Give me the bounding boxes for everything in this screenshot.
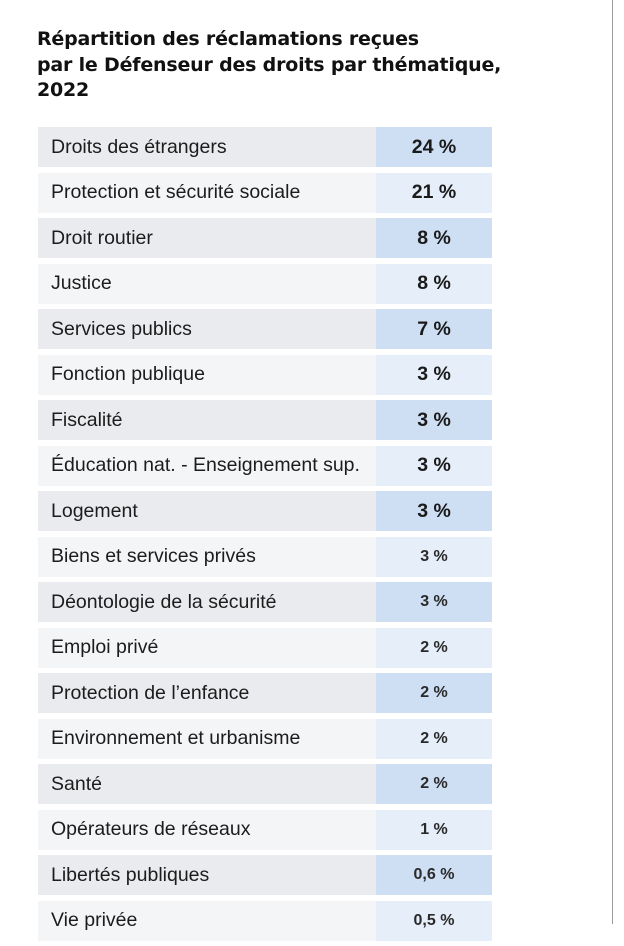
row-value: 3 % bbox=[376, 354, 492, 395]
row-value: 1 % bbox=[376, 809, 492, 850]
row-label: Déontologie de la sécurité bbox=[38, 582, 376, 622]
table-row: Protection de l’enfance 2 % bbox=[38, 673, 492, 713]
table-row: Vie privée 0,5 % bbox=[38, 900, 492, 941]
row-value: 7 % bbox=[376, 309, 492, 349]
row-label: Services publics bbox=[38, 309, 376, 349]
row-value: 3 % bbox=[376, 582, 492, 622]
table-row: Fonction publique 3 % bbox=[38, 354, 492, 395]
row-label: Environnement et urbanisme bbox=[38, 718, 376, 759]
row-value: 2 % bbox=[376, 764, 492, 804]
row-label: Opérateurs de réseaux bbox=[38, 809, 376, 850]
table-row: Logement 3 % bbox=[38, 491, 492, 531]
table-row: Santé 2 % bbox=[38, 764, 492, 804]
table-row: Droits des étrangers 24 % bbox=[38, 127, 492, 167]
row-value: 24 % bbox=[376, 127, 492, 167]
row-value: 3 % bbox=[376, 400, 492, 440]
table-title: Répartition des réclamations reçues par … bbox=[37, 27, 557, 104]
row-label: Santé bbox=[38, 764, 376, 804]
table-row: Biens et services privés 3 % bbox=[38, 536, 492, 577]
table-row: Justice 8 % bbox=[38, 263, 492, 304]
row-label: Droits des étrangers bbox=[38, 127, 376, 167]
table-row: Services publics 7 % bbox=[38, 309, 492, 349]
table-row: Opérateurs de réseaux 1 % bbox=[38, 809, 492, 850]
table-row: Fiscalité 3 % bbox=[38, 400, 492, 440]
page-edge-divider bbox=[612, 0, 613, 924]
row-value: 2 % bbox=[376, 718, 492, 759]
table-row: Droit routier 8 % bbox=[38, 218, 492, 258]
table-row: Déontologie de la sécurité 3 % bbox=[38, 582, 492, 622]
row-value: 3 % bbox=[376, 536, 492, 577]
row-label: Logement bbox=[38, 491, 376, 531]
row-label: Protection et sécurité sociale bbox=[38, 172, 376, 213]
row-value: 8 % bbox=[376, 218, 492, 258]
row-label: Éducation nat. - Enseignement sup. bbox=[38, 445, 376, 486]
claims-distribution-table: Droits des étrangers 24 % Protection et … bbox=[38, 127, 492, 946]
row-label: Droit routier bbox=[38, 218, 376, 258]
row-label: Justice bbox=[38, 263, 376, 304]
table-row: Emploi privé 2 % bbox=[38, 627, 492, 668]
title-line-2: par le Défenseur des droits par thématiq… bbox=[37, 53, 502, 76]
row-value: 2 % bbox=[376, 627, 492, 668]
table-row: Éducation nat. - Enseignement sup. 3 % bbox=[38, 445, 492, 486]
row-label: Biens et services privés bbox=[38, 536, 376, 577]
table-row: Protection et sécurité sociale 21 % bbox=[38, 172, 492, 213]
row-value: 0,5 % bbox=[376, 900, 492, 941]
row-value: 2 % bbox=[376, 673, 492, 713]
row-label: Protection de l’enfance bbox=[38, 673, 376, 713]
row-value: 3 % bbox=[376, 491, 492, 531]
row-value: 21 % bbox=[376, 172, 492, 213]
table-row: Libertés publiques 0,6 % bbox=[38, 855, 492, 895]
row-label: Emploi privé bbox=[38, 627, 376, 668]
row-label: Fonction publique bbox=[38, 354, 376, 395]
row-value: 3 % bbox=[376, 445, 492, 486]
row-label: Vie privée bbox=[38, 900, 376, 941]
row-label: Fiscalité bbox=[38, 400, 376, 440]
table-row: Environnement et urbanisme 2 % bbox=[38, 718, 492, 759]
title-line-1: Répartition des réclamations reçues bbox=[37, 28, 419, 50]
row-value: 0,6 % bbox=[376, 855, 492, 895]
title-line-3: 2022 bbox=[37, 79, 90, 101]
row-label: Libertés publiques bbox=[38, 855, 376, 895]
row-value: 8 % bbox=[376, 263, 492, 304]
